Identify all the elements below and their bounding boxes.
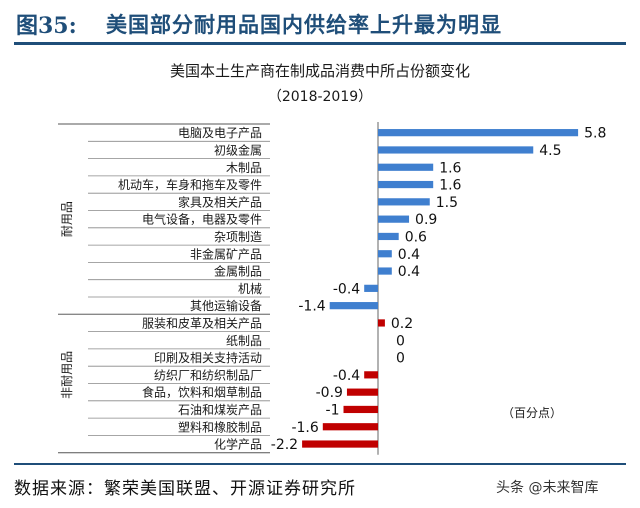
bar <box>378 250 392 258</box>
data-label: 4.5 <box>539 143 561 159</box>
data-label: 0.2 <box>391 316 413 332</box>
category-label: 家具及相关产品 <box>178 194 262 209</box>
data-label: 1.6 <box>439 178 461 194</box>
category-label: 纸制品 <box>226 334 262 348</box>
data-label: -2.2 <box>271 437 298 453</box>
category-label: 初级金属 <box>214 142 262 157</box>
chart-subtitle: （2018-2019） <box>267 89 373 105</box>
category-label: 木制品 <box>226 161 262 175</box>
category-label: 服装和皮革及相关产品 <box>142 316 262 330</box>
data-label: -1 <box>326 402 340 418</box>
bar <box>364 371 378 379</box>
unit-note: （百分点） <box>502 406 562 420</box>
data-label: 0.4 <box>398 264 420 280</box>
bar <box>302 440 378 448</box>
bar <box>378 163 434 171</box>
figure-header: 图35: 美国部分耐用品国内供给率上升最为明显 <box>14 4 626 45</box>
category-label: 石油和煤炭产品 <box>178 403 262 417</box>
group-label: 非耐用品 <box>60 351 74 399</box>
bar <box>378 198 430 206</box>
bar <box>329 302 378 310</box>
data-label: 0.6 <box>405 229 427 245</box>
data-label: 1.5 <box>436 195 458 211</box>
data-label: 0.9 <box>415 212 437 228</box>
bar <box>364 284 378 292</box>
category-label: 机械 <box>238 281 262 296</box>
data-label: 0 <box>396 351 405 367</box>
data-label: -1.6 <box>291 420 318 436</box>
data-label: -1.4 <box>298 299 325 315</box>
category-label: 非金属矿产品 <box>190 246 262 261</box>
bar <box>322 423 378 431</box>
category-label: 电气设备，电器及零件 <box>142 212 262 227</box>
bar <box>378 180 434 189</box>
figure-title: 美国部分耐用品国内供给率上升最为明显 <box>106 12 502 37</box>
data-label: 5.8 <box>584 126 606 142</box>
bar <box>378 232 399 241</box>
category-label: 电脑及电子产品 <box>178 126 262 140</box>
watermark: 头条 @未来智库 <box>496 480 599 496</box>
data-source: 数据来源：繁荣美国联盟、开源证券研究所 <box>14 479 356 499</box>
group-label: 耐用品 <box>60 201 74 237</box>
data-label: 0.4 <box>398 247 420 263</box>
footer-divider <box>14 463 626 465</box>
data-label: 0 <box>396 333 405 349</box>
category-label: 金属制品 <box>214 264 262 279</box>
data-label: 1.6 <box>439 160 461 176</box>
bar <box>378 215 410 223</box>
data-label: -0.4 <box>333 368 360 384</box>
category-label: 塑料和橡胶制品 <box>178 419 262 434</box>
category-label: 化学产品 <box>214 437 262 452</box>
bar <box>378 267 392 275</box>
data-label: -0.9 <box>316 385 343 401</box>
figure-number: 图35: <box>16 13 77 39</box>
bar <box>346 388 378 396</box>
chart-title: 美国本土生产商在制成品消费中所占份额变化 <box>169 62 470 80</box>
bar <box>378 319 385 327</box>
bar <box>378 129 579 137</box>
category-label: 其他运输设备 <box>190 298 262 313</box>
bar <box>343 405 378 414</box>
category-label: 纺织厂和纺织制品厂 <box>154 368 262 382</box>
category-label: 杂项制造 <box>214 230 262 244</box>
category-label: 印刷及相关支持活动 <box>154 350 262 365</box>
data-label: -0.4 <box>333 281 360 297</box>
category-label: 食品，饮料和烟草制品 <box>142 385 262 400</box>
bar <box>378 146 534 154</box>
category-label: 机动车，车身和拖车及零件 <box>118 177 262 192</box>
